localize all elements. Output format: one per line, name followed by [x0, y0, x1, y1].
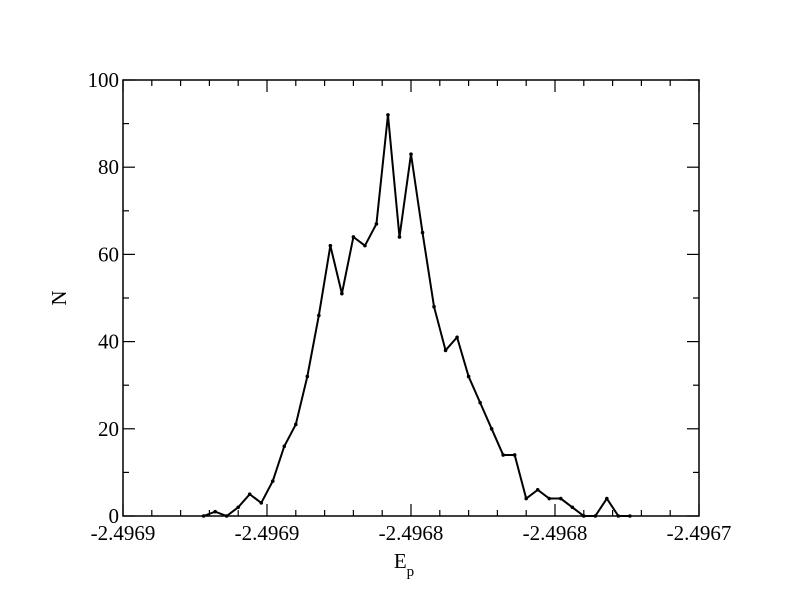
data-point	[582, 514, 586, 518]
data-point	[558, 496, 563, 501]
plot-frame	[122, 79, 700, 517]
y-tick-label: 80	[98, 155, 119, 179]
data-point	[570, 505, 575, 510]
data-point	[294, 422, 298, 427]
data-point	[443, 348, 448, 353]
data-point	[535, 488, 540, 492]
x-axis-label-main: E	[394, 549, 407, 573]
data-point	[328, 243, 333, 248]
data-point	[409, 152, 413, 156]
data-point	[628, 514, 632, 518]
data-point	[616, 514, 621, 518]
data-point	[317, 313, 321, 318]
data-point	[593, 514, 598, 518]
y-tick-label: 60	[98, 242, 119, 266]
x-axis-label: Ep	[394, 549, 414, 580]
data-point	[305, 374, 310, 379]
data-point	[512, 453, 517, 457]
data-point	[420, 230, 425, 235]
data-point	[455, 335, 459, 340]
y-tick-label: 100	[88, 68, 120, 92]
data-point	[213, 509, 217, 514]
data-point	[386, 113, 390, 117]
data-point	[351, 235, 356, 239]
data-point	[397, 235, 402, 239]
x-tick-label: -2.4968	[523, 521, 588, 545]
data-point	[478, 400, 482, 405]
data-point	[489, 427, 494, 431]
data-point	[363, 243, 367, 248]
data-point	[340, 291, 344, 296]
data-line	[203, 114, 630, 518]
data-point	[270, 479, 275, 483]
data-point	[501, 453, 505, 457]
x-axis-label-subscript: p	[407, 564, 415, 580]
y-tick-label: 0	[109, 504, 120, 528]
x-tick-label: -2.4967	[667, 521, 732, 545]
data-point	[432, 304, 436, 309]
data-point	[259, 501, 264, 505]
x-tick-label: -2.4968	[379, 521, 444, 545]
data-point	[201, 514, 206, 518]
data-point	[374, 222, 379, 226]
y-tick-label: 40	[98, 330, 119, 354]
x-tick-label: -2.4969	[91, 521, 156, 545]
data-point	[224, 514, 229, 518]
data-point	[605, 496, 609, 501]
data-point	[547, 496, 552, 501]
x-tick-label: -2.4969	[235, 521, 300, 545]
data-point	[247, 492, 252, 497]
data-point	[236, 505, 240, 510]
data-point	[524, 496, 528, 501]
y-axis-label: N	[47, 290, 71, 305]
data-point	[282, 444, 287, 449]
data-point	[466, 374, 471, 379]
y-tick-label: 20	[98, 417, 119, 441]
